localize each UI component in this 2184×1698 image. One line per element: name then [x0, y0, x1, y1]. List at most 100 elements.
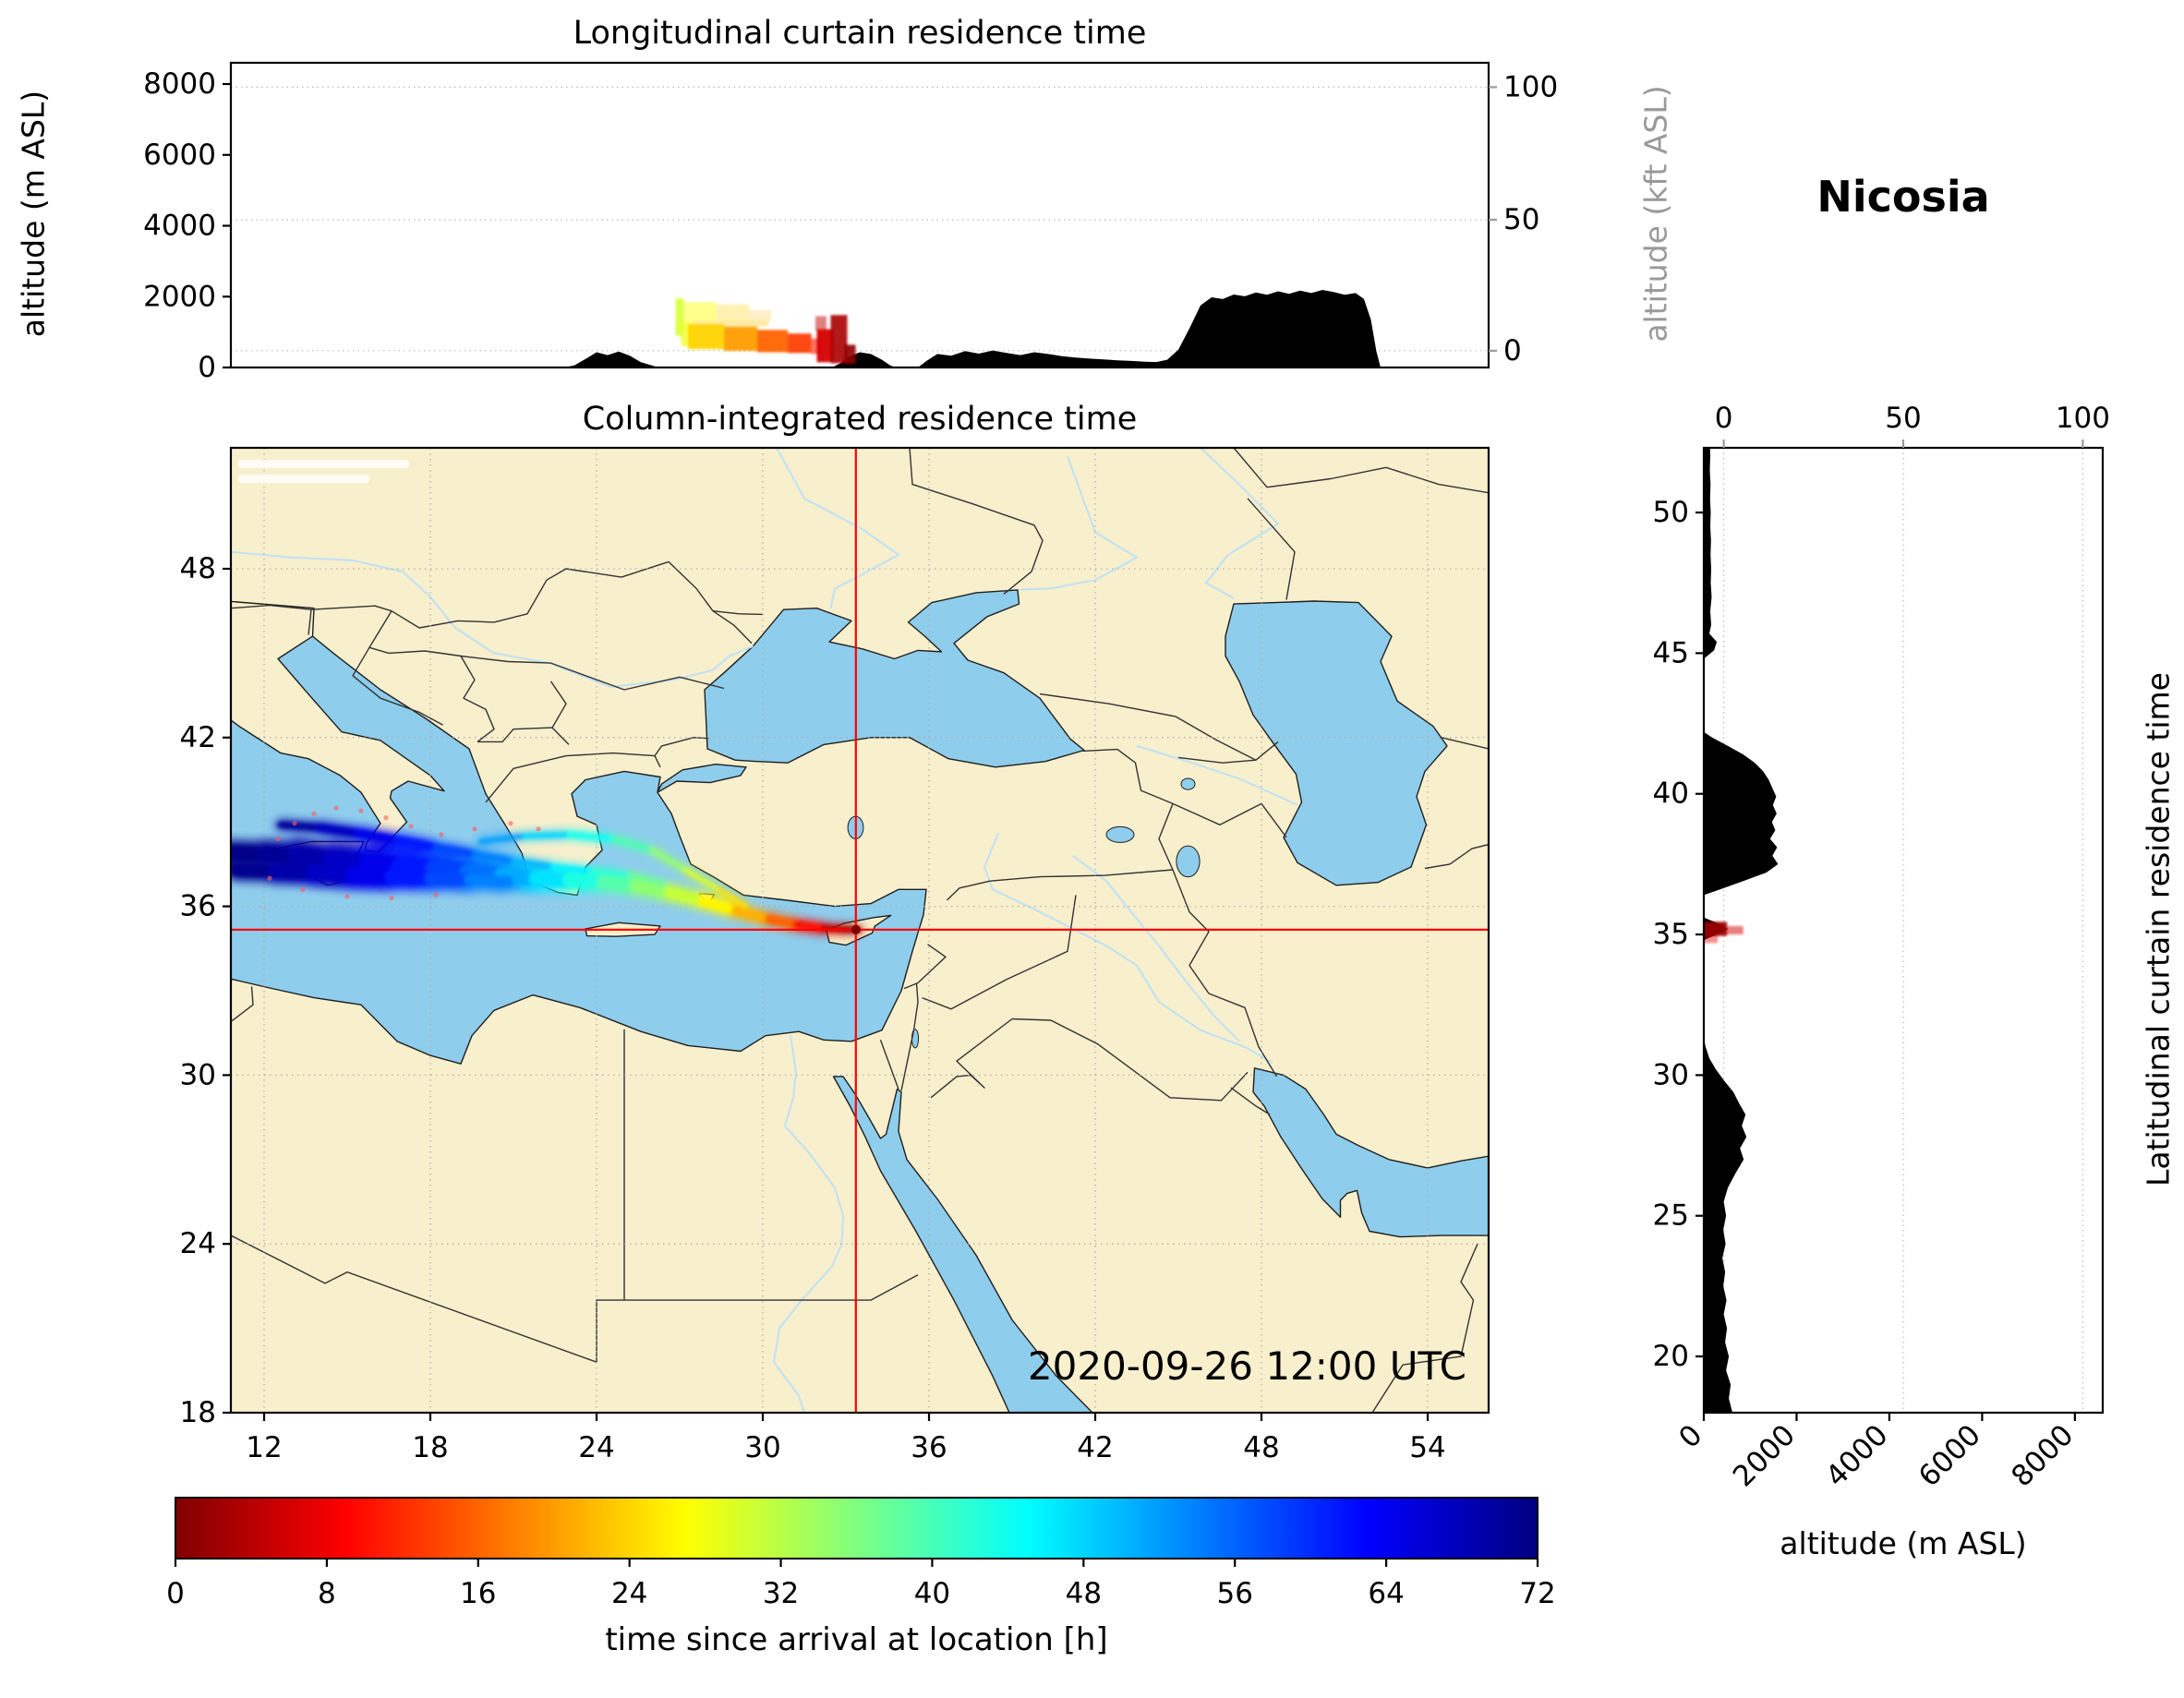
basemap — [231, 448, 1489, 1413]
lake — [1105, 825, 1135, 843]
country-border — [1177, 741, 1279, 764]
plume-cell — [749, 309, 771, 322]
country-border — [546, 560, 670, 581]
island — [231, 600, 445, 853]
country-border — [1233, 448, 1489, 494]
plume-segment-core — [566, 832, 616, 841]
x-tick-label: 42 — [1077, 1431, 1113, 1464]
y-tick-label: 45 — [1653, 636, 1689, 669]
country-border — [1441, 737, 1489, 750]
x-tick-label: 54 — [1409, 1431, 1445, 1464]
country-border — [654, 737, 709, 757]
plume-segment-core — [277, 822, 323, 831]
country-border — [1158, 803, 1174, 871]
kft-tick-label: 0 — [1715, 402, 1733, 435]
plume-segment-core — [610, 837, 655, 853]
country-border — [1371, 1243, 1478, 1413]
colorbar: 0 8 16 24 32 40 48 56 64 72 — [166, 1497, 1556, 1610]
country-border — [654, 755, 661, 768]
river — [983, 833, 1273, 1064]
y-tick-label: 0 — [198, 351, 216, 384]
kft-tick-label: 100 — [2056, 402, 2110, 435]
country-border — [903, 944, 947, 990]
river — [231, 550, 754, 689]
country-border — [712, 610, 764, 616]
country-border — [624, 1274, 919, 1301]
colorbar-tick-label: 16 — [460, 1577, 496, 1610]
latitudinal-plume — [1704, 921, 1744, 944]
longitudinal-panel-title: Longitudinal curtain residence time — [573, 15, 1147, 52]
lake — [1176, 845, 1201, 878]
river — [1136, 744, 1298, 806]
x-tick-label: 18 — [412, 1431, 448, 1464]
longitudinal-panel — [231, 86, 1489, 367]
y-tick-label: 6000 — [143, 138, 216, 172]
plume-cell — [830, 315, 848, 364]
longitudinal-ylabel-right-kft: altitude (kft ASL) — [1637, 85, 1674, 343]
plume-speck — [433, 892, 439, 898]
country-border — [352, 646, 443, 726]
country-border — [549, 680, 567, 729]
spine — [229, 446, 1490, 1415]
river — [772, 1034, 845, 1413]
plume-speck — [275, 836, 281, 842]
plume-segment-core — [464, 874, 513, 886]
map-attribution-mark — [238, 475, 369, 483]
y-tick-label: 48 — [180, 552, 216, 585]
colorbar-tick-label: 64 — [1368, 1577, 1404, 1610]
map-attribution-mark — [238, 460, 409, 468]
longitudinal-plume — [675, 298, 856, 365]
colorbar-tick-label: 40 — [914, 1577, 950, 1610]
y-tick-label: 4000 — [143, 210, 216, 243]
colorbar-tick-label: 0 — [166, 1577, 185, 1610]
colorbar-tick-label: 56 — [1216, 1577, 1252, 1610]
map-panel-title: Column-integrated residence time — [582, 401, 1138, 438]
plume-speck — [344, 894, 350, 899]
x-tick-label: 8000 — [2005, 1418, 2080, 1493]
y-tick-label: 20 — [1653, 1340, 1689, 1373]
y-tick-label: 30 — [1653, 1058, 1689, 1091]
plume-cell — [1704, 921, 1728, 936]
plume-speck — [389, 895, 394, 901]
colorbar-tick-label: 72 — [1519, 1577, 1555, 1610]
x-tick-label: 24 — [578, 1431, 614, 1464]
plume-cell — [1704, 935, 1719, 944]
plume-cell — [716, 304, 749, 322]
plume-segment-core — [354, 829, 402, 845]
plume-cell — [811, 338, 821, 355]
spine — [229, 61, 1490, 369]
plume-segment-core — [316, 824, 362, 837]
plume-segment-core — [596, 874, 642, 892]
plume-segment-core — [522, 832, 572, 838]
plume-segment-core — [432, 844, 478, 858]
lake — [1180, 777, 1196, 790]
country-border — [1039, 692, 1257, 761]
river — [1200, 448, 1280, 599]
plume-segment-core — [697, 896, 740, 915]
country-border — [1424, 843, 1489, 870]
country-border — [1006, 895, 1077, 981]
country-border — [231, 986, 254, 1024]
y-tick-label: 35 — [1653, 918, 1689, 951]
country-border — [368, 610, 462, 657]
plume-segment-core — [683, 868, 720, 892]
sea-body — [832, 1076, 1093, 1413]
map-panel — [231, 448, 1489, 1413]
map-timestamp: 2020-09-26 12:00 UTC — [1027, 1343, 1466, 1389]
plume-segment-core — [717, 887, 748, 909]
country-border — [1011, 1018, 1249, 1102]
plume-segment-core — [663, 887, 707, 906]
plume-speck — [267, 875, 272, 881]
country-border — [922, 979, 1008, 1010]
y-tick-label: 36 — [180, 890, 216, 923]
country-border — [308, 609, 312, 635]
longitudinal-ylabel: altitude (m ASL) — [15, 90, 52, 338]
x-tick-label: 0 — [1672, 1418, 1708, 1454]
river — [1072, 855, 1240, 1042]
kft-tick-label: 50 — [1503, 203, 1539, 236]
kft-tick-label: 50 — [1885, 402, 1921, 435]
y-tick-label: 40 — [1653, 777, 1689, 811]
x-tick-label: 30 — [744, 1431, 780, 1464]
